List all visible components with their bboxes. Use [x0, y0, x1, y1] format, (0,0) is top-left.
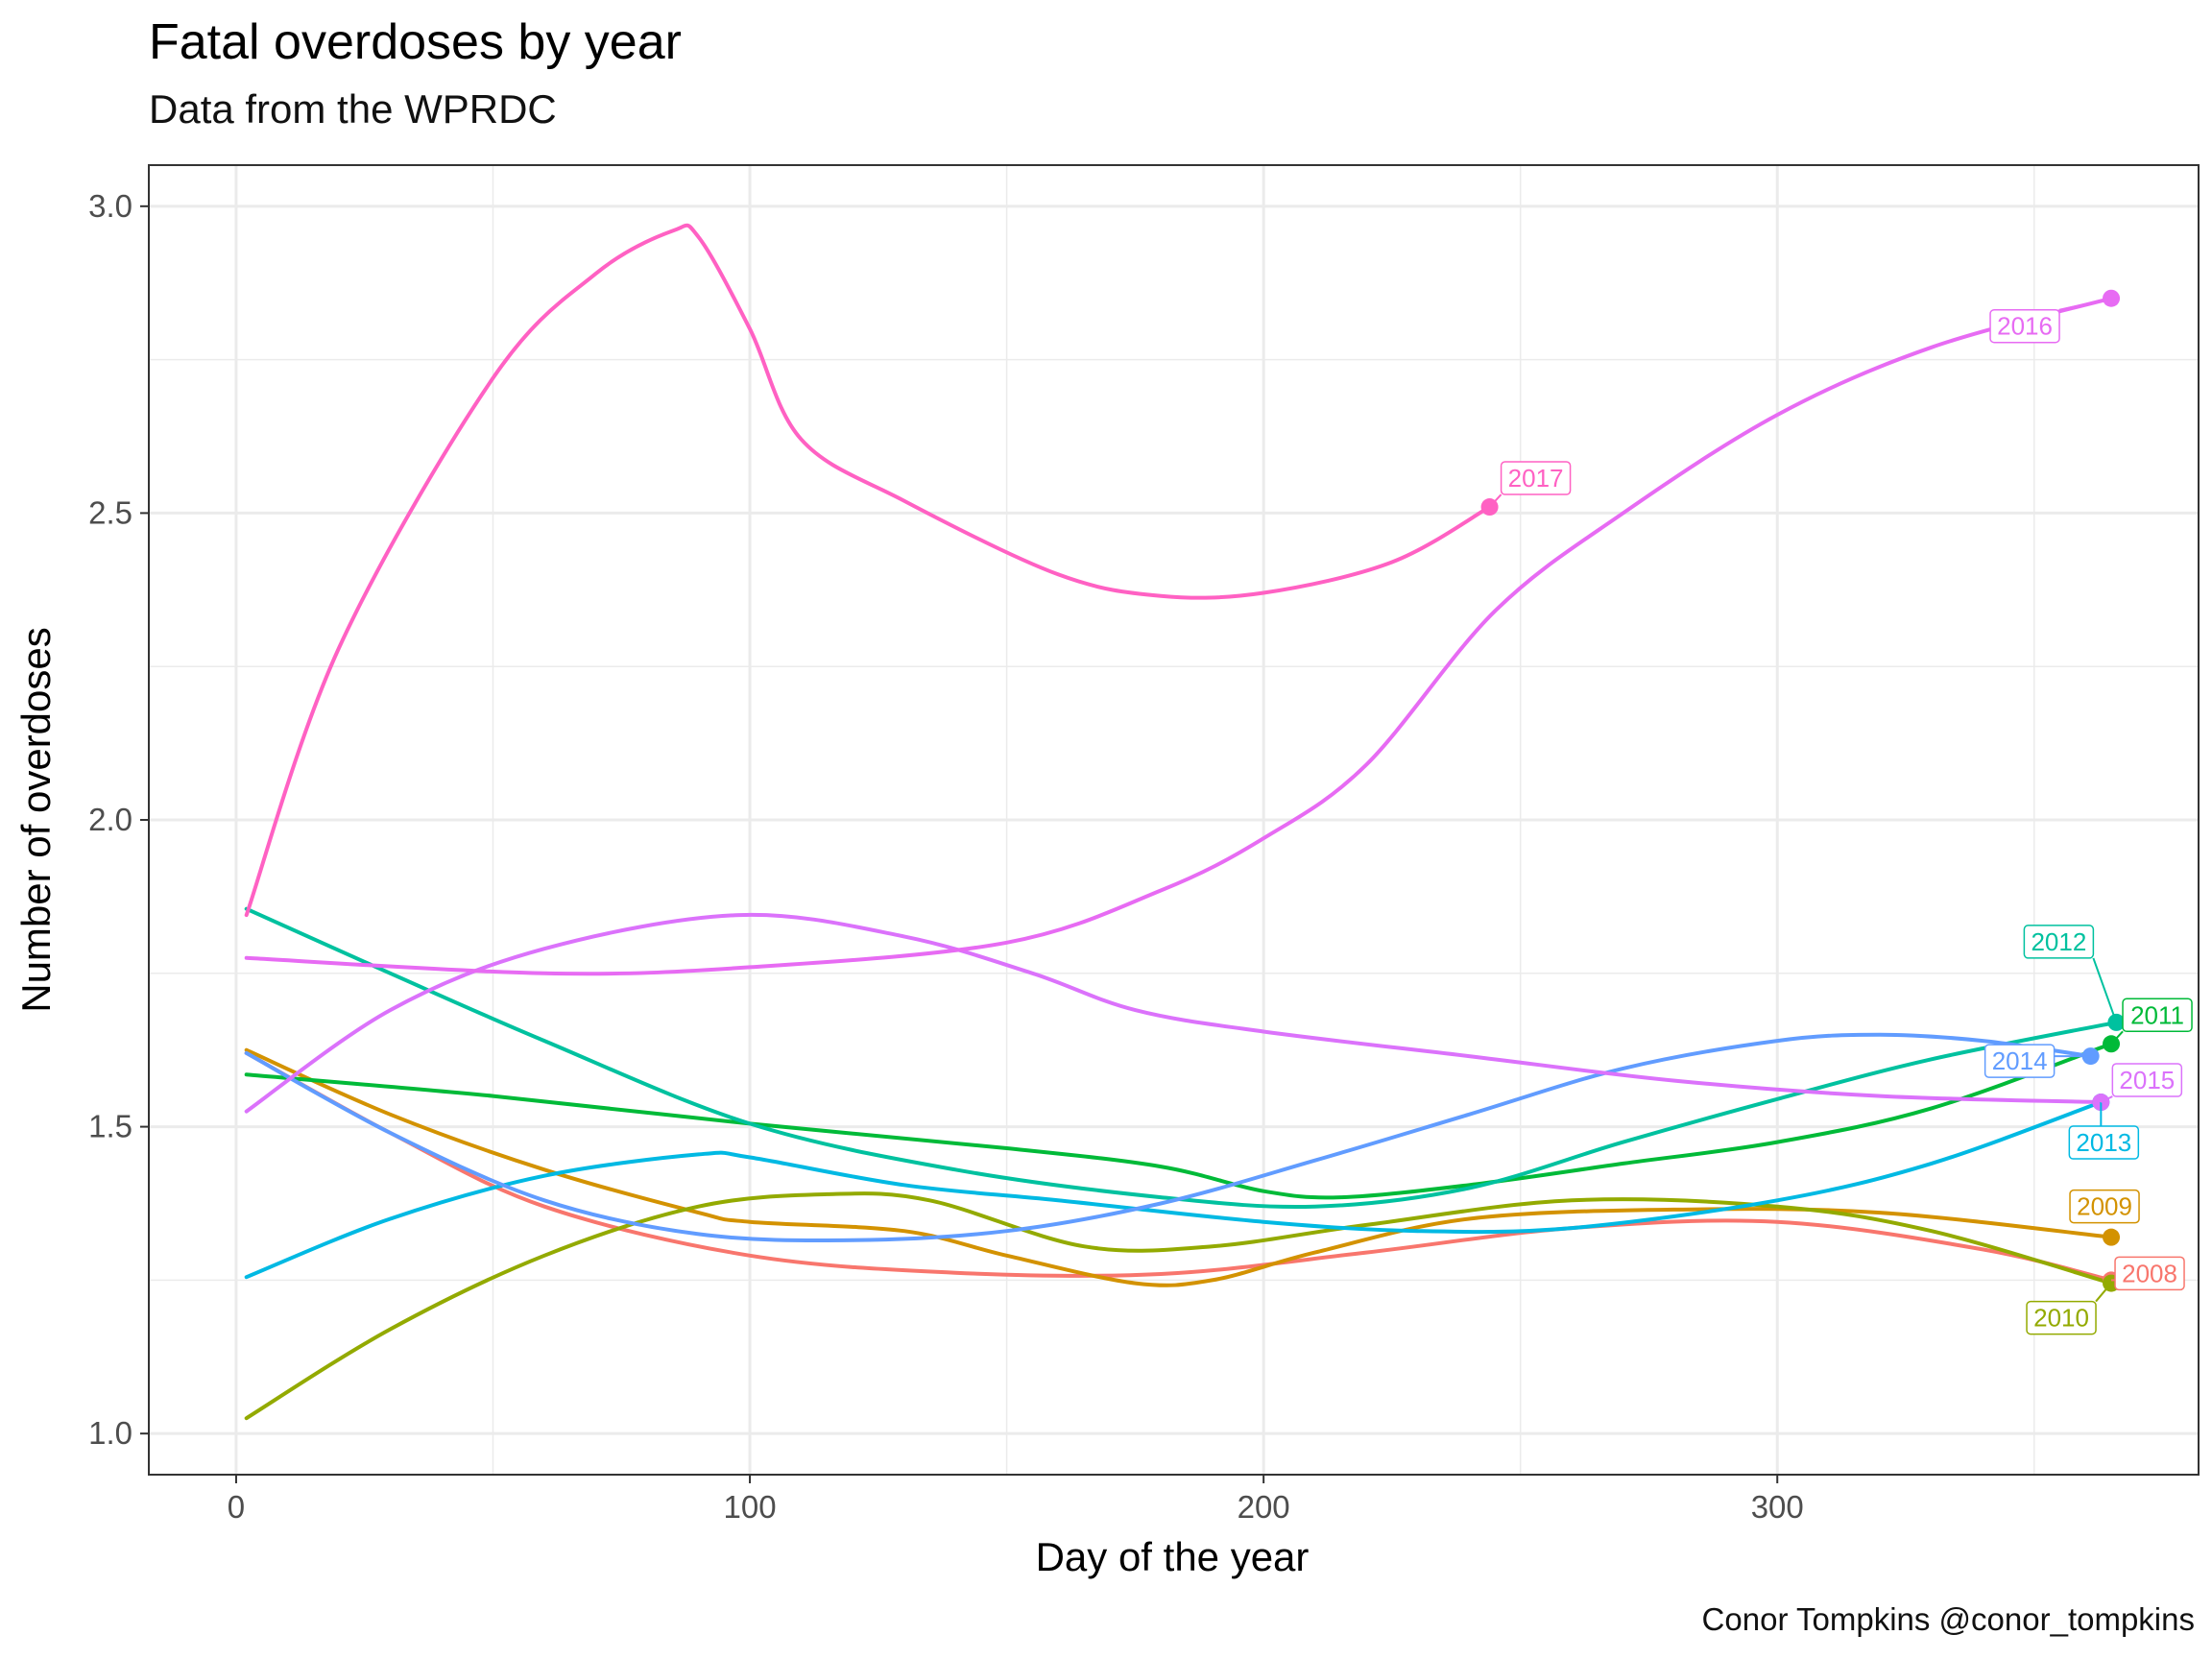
y-axis-title: Number of overdoses — [13, 627, 59, 1013]
y-tick-label: 1.5 — [88, 1109, 132, 1144]
y-tick-label: 2.0 — [88, 802, 132, 837]
end-point-2009 — [2103, 1228, 2121, 1246]
end-label-2012: 2012 — [2023, 925, 2118, 1023]
chart-subtitle: Data from the WPRDC — [149, 86, 557, 132]
end-label-leader — [2058, 297, 2112, 311]
end-label-leader — [2100, 1095, 2113, 1103]
end-label-text: 2015 — [2119, 1066, 2175, 1094]
series-line-2014 — [244, 1032, 2093, 1243]
major-gridlines — [149, 165, 2199, 1475]
series-line-2009 — [244, 1047, 2113, 1287]
series-line-2015 — [244, 912, 2104, 1114]
end-label-text: 2008 — [2122, 1259, 2177, 1287]
chart-caption: Conor Tompkins @conor_tompkins — [1701, 1601, 2195, 1637]
end-label-box — [2111, 1063, 2183, 1097]
end-label-box — [2026, 1300, 2097, 1335]
end-label-box — [2114, 1256, 2185, 1291]
end-label-box — [1989, 308, 2060, 344]
x-tick-label: 0 — [228, 1489, 245, 1525]
end-label-2013: 2013 — [2068, 1102, 2140, 1160]
series-lines — [244, 223, 2119, 1421]
x-tick-label: 100 — [724, 1489, 777, 1525]
end-label-box — [1500, 461, 1572, 495]
end-label-2017: 2017 — [1488, 461, 1572, 508]
y-tick-label: 3.0 — [88, 188, 132, 224]
y-tick-label: 1.0 — [88, 1415, 132, 1451]
series-line-2017 — [244, 223, 1492, 918]
series-line-2008 — [244, 1050, 2113, 1283]
end-label-text: 2013 — [2076, 1128, 2131, 1157]
end-label-2015: 2015 — [2100, 1063, 2183, 1103]
chart-title: Fatal overdoses by year — [149, 14, 682, 70]
y-tick-label: 2.5 — [88, 494, 132, 530]
end-label-leader — [1488, 493, 1503, 508]
axes: 0 100 200 300 1.0 1.5 2.0 2.5 3.0 — [88, 188, 1804, 1525]
end-label-text: 2009 — [2077, 1192, 2132, 1221]
end-label-box — [2069, 1189, 2140, 1224]
end-label-box — [2068, 1125, 2140, 1160]
series-line-2012 — [244, 906, 2119, 1210]
end-label-leader — [2110, 1030, 2124, 1045]
x-tick-label: 300 — [1751, 1489, 1804, 1525]
end-label-leader — [2092, 957, 2118, 1023]
end-label-2010: 2010 — [2026, 1282, 2112, 1335]
end-label-text: 2017 — [1508, 464, 1564, 493]
end-labels: 2008 2009 2010 2011 2012 2013 2014 2015 2016 2017 — [1488, 297, 2193, 1335]
end-label-text: 2016 — [1997, 312, 2053, 341]
end-label-2009: 2009 — [2069, 1189, 2140, 1224]
end-points — [1480, 289, 2126, 1292]
x-tick-label: 200 — [1238, 1489, 1290, 1525]
series-line-2010 — [244, 1191, 2113, 1421]
series-line-2013 — [244, 1100, 2104, 1280]
end-label-text: 2010 — [2033, 1304, 2089, 1333]
end-label-2016: 2016 — [1989, 297, 2112, 344]
end-label-box — [2023, 925, 2095, 959]
series-line-2016 — [244, 296, 2113, 976]
end-label-text: 2011 — [2130, 1000, 2184, 1029]
end-label-leader — [2095, 1282, 2112, 1303]
series-line-2011 — [244, 1042, 2113, 1200]
end-label-2008: 2008 — [2111, 1256, 2185, 1291]
end-label-2011: 2011 — [2110, 998, 2193, 1045]
end-label-box — [2122, 998, 2193, 1033]
end-label-2014: 2014 — [1984, 1044, 2091, 1078]
end-label-text: 2014 — [1992, 1046, 2048, 1075]
x-axis-title: Day of the year — [1036, 1534, 1310, 1579]
end-label-box — [1984, 1044, 2056, 1078]
end-label-text: 2012 — [2031, 927, 2086, 956]
